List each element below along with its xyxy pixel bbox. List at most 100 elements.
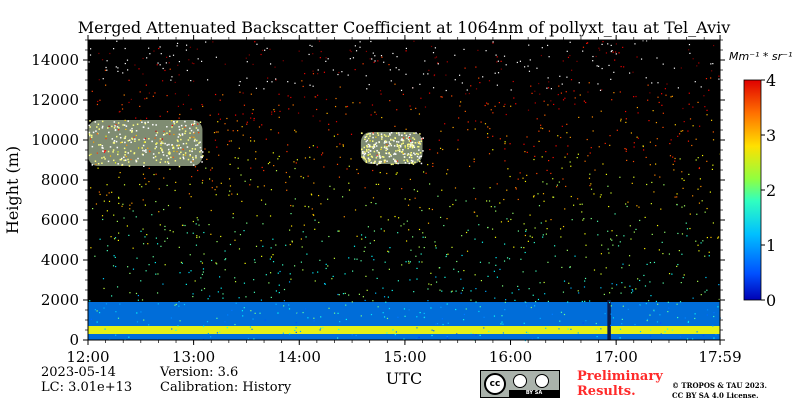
noise-pixel bbox=[560, 92, 562, 94]
noise-pixel bbox=[158, 188, 160, 190]
noise-pixel bbox=[210, 209, 212, 212]
cloud-pixel bbox=[88, 154, 91, 157]
cloud-pixel bbox=[131, 127, 133, 130]
noise-pixel bbox=[510, 218, 512, 221]
noise-pixel bbox=[376, 154, 378, 156]
noise-pixel bbox=[403, 223, 405, 225]
noise-pixel bbox=[558, 181, 560, 183]
noise-pixel bbox=[493, 315, 496, 317]
noise-pixel bbox=[474, 274, 476, 276]
noise-pixel bbox=[161, 138, 164, 140]
noise-pixel bbox=[117, 317, 120, 319]
cloud-pixel bbox=[414, 142, 417, 144]
cloud-pixel bbox=[187, 139, 190, 141]
noise-pixel bbox=[230, 140, 232, 142]
noise-pixel bbox=[682, 107, 684, 110]
noise-pixel bbox=[474, 198, 477, 200]
noise-pixel bbox=[650, 295, 652, 297]
cloud-pixel bbox=[154, 155, 157, 158]
noise-pixel bbox=[129, 292, 131, 294]
noise-pixel bbox=[106, 210, 108, 212]
noise-pixel bbox=[679, 301, 682, 303]
noise-pixel bbox=[90, 153, 92, 155]
noise-pixel bbox=[674, 157, 676, 160]
noise-pixel bbox=[249, 184, 251, 186]
noise-pixel bbox=[388, 64, 390, 66]
noise-pixel bbox=[153, 173, 155, 176]
noise-pixel bbox=[158, 211, 160, 213]
cloud-pixel bbox=[144, 122, 147, 125]
noise-pixel bbox=[264, 319, 266, 321]
noise-pixel bbox=[129, 204, 131, 206]
noise-pixel bbox=[503, 105, 505, 107]
cloud-pixel bbox=[118, 126, 120, 129]
noise-pixel bbox=[246, 61, 248, 63]
noise-pixel bbox=[142, 228, 144, 230]
cloud-pixel bbox=[180, 138, 182, 141]
cloud-pixel bbox=[394, 153, 397, 155]
noise-pixel bbox=[297, 312, 299, 315]
noise-pixel bbox=[504, 141, 506, 143]
noise-pixel bbox=[220, 235, 222, 238]
noise-pixel bbox=[566, 132, 568, 134]
noise-pixel bbox=[93, 141, 95, 143]
cloud-pixel bbox=[364, 136, 366, 138]
noise-pixel bbox=[673, 169, 675, 171]
noise-pixel bbox=[123, 94, 125, 96]
cloud-pixel bbox=[407, 138, 410, 141]
noise-pixel bbox=[526, 174, 528, 176]
colorbar-tick-label: 4 bbox=[766, 71, 776, 90]
noise-pixel bbox=[664, 331, 666, 333]
noise-pixel bbox=[270, 256, 273, 258]
cloud-pixel bbox=[200, 149, 202, 152]
cloud-pixel bbox=[180, 151, 182, 154]
noise-pixel bbox=[348, 257, 350, 259]
noise-pixel bbox=[702, 240, 704, 242]
noise-pixel bbox=[483, 327, 485, 329]
noise-pixel bbox=[653, 310, 655, 312]
noise-pixel bbox=[370, 313, 373, 316]
cloud-pixel bbox=[407, 153, 410, 155]
noise-pixel bbox=[241, 310, 244, 312]
noise-pixel bbox=[704, 211, 706, 213]
noise-pixel bbox=[95, 163, 97, 165]
noise-pixel bbox=[404, 198, 406, 200]
noise-pixel bbox=[120, 142, 122, 144]
noise-pixel bbox=[442, 148, 444, 151]
noise-pixel bbox=[215, 131, 217, 133]
noise-pixel bbox=[621, 318, 623, 320]
noise-pixel bbox=[217, 121, 219, 123]
noise-pixel bbox=[129, 272, 131, 275]
noise-pixel bbox=[392, 329, 394, 331]
noise-pixel bbox=[653, 191, 655, 193]
cloud-pixel bbox=[101, 162, 103, 164]
noise-pixel bbox=[585, 101, 587, 104]
noise-pixel bbox=[506, 218, 508, 220]
noise-pixel bbox=[197, 58, 199, 60]
cloud-pixel bbox=[406, 154, 409, 156]
noise-pixel bbox=[584, 160, 586, 162]
noise-pixel bbox=[619, 176, 621, 178]
cloud-pixel bbox=[362, 152, 364, 155]
noise-pixel bbox=[646, 319, 648, 322]
y-tick-label: 4000 bbox=[41, 251, 79, 269]
noise-pixel bbox=[432, 165, 434, 167]
noise-pixel bbox=[402, 93, 404, 95]
noise-pixel bbox=[552, 178, 554, 180]
noise-pixel bbox=[229, 163, 231, 165]
cloud-pixel bbox=[184, 152, 187, 154]
noise-pixel bbox=[255, 151, 257, 153]
noise-pixel bbox=[312, 213, 314, 216]
noise-pixel bbox=[710, 63, 712, 65]
noise-pixel bbox=[312, 73, 315, 75]
cloud-pixel bbox=[169, 130, 171, 132]
cloud-pixel bbox=[367, 151, 370, 154]
cloud-pixel bbox=[392, 158, 395, 160]
noise-pixel bbox=[148, 150, 151, 152]
noise-pixel bbox=[389, 100, 391, 102]
noise-pixel bbox=[630, 292, 633, 294]
noise-pixel bbox=[389, 247, 391, 249]
noise-pixel bbox=[547, 261, 549, 263]
noise-pixel bbox=[520, 258, 522, 260]
noise-pixel bbox=[207, 298, 209, 300]
